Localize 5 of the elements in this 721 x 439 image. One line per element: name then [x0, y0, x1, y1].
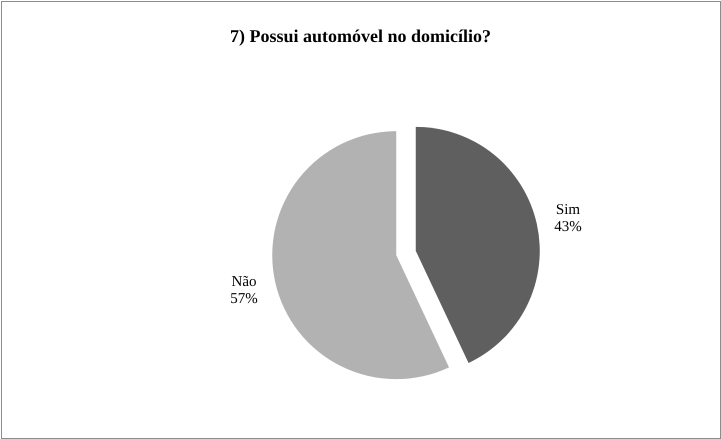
- chart-title: 7) Possui automóvel no domicílio?: [230, 26, 492, 46]
- data-label: 57%: [230, 291, 258, 308]
- data-label: 43%: [554, 218, 582, 235]
- slice-label: Não: [232, 274, 256, 290]
- slice-label: Sim: [556, 202, 580, 218]
